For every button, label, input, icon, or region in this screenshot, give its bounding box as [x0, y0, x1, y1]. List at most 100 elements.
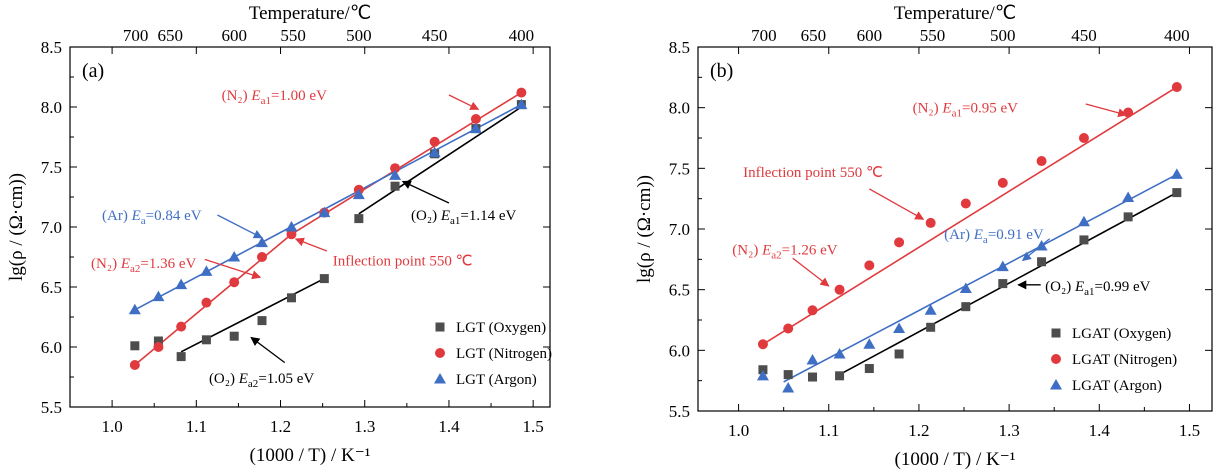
annotation-prefix: (N₂): [913, 101, 943, 117]
data-point: [515, 98, 528, 110]
top-tick-label: 500: [990, 26, 1016, 45]
annotation-arrow: [792, 257, 830, 287]
data-point: [469, 122, 482, 134]
data-point: [390, 163, 401, 174]
y-tick-label: 6.5: [669, 281, 690, 300]
annotation-arrow: [448, 94, 480, 110]
annotation-subscript: a2: [771, 250, 781, 262]
annotation-symbol: E: [973, 227, 983, 243]
annotation-subscript: a1: [952, 108, 962, 120]
data-point: [808, 372, 818, 382]
data-point: [756, 369, 769, 381]
top-tick-label: 450: [422, 26, 448, 45]
legend-marker: [1051, 328, 1061, 338]
panel-label: (a): [82, 60, 104, 82]
top-tick-label: 600: [857, 26, 883, 45]
y-tick-label: 5.5: [41, 398, 62, 417]
top-tick-label: 500: [346, 26, 372, 45]
y-tick-label: 8.5: [669, 38, 690, 57]
annotation-subscript: a1: [261, 95, 271, 107]
x-tick-label: 1.1: [818, 421, 839, 440]
legend-label: LGAT (Oxygen): [1072, 326, 1171, 342]
annotation-subscript: a1: [1084, 286, 1094, 298]
data-point: [996, 260, 1009, 272]
annotation-value: =1.36 eV: [140, 256, 196, 272]
annotation-value: =0.91 eV: [988, 227, 1044, 243]
annotation-text: (Ar) Ea=0.91 eV: [944, 227, 1044, 246]
fit-line: [134, 103, 522, 311]
annotation-prefix: (Ar): [102, 208, 132, 224]
annotation-value: Inflection point 550 ℃: [333, 254, 473, 270]
data-point: [354, 214, 364, 224]
data-point: [128, 303, 141, 315]
annotation-symbol: E: [238, 371, 248, 387]
annotation-symbol: E: [120, 256, 130, 272]
data-point: [960, 198, 971, 209]
y-axis-title: lg(ρ / (Ω·cm)): [6, 173, 27, 281]
data-point: [834, 284, 845, 295]
data-point: [893, 322, 906, 333]
annotation-arrow: [204, 258, 262, 280]
x-tick-label: 1.3: [354, 417, 375, 436]
annotation-symbol: E: [440, 208, 450, 224]
data-point: [257, 252, 267, 262]
legend-marker: [435, 322, 445, 332]
annotation-subscript: a2: [248, 378, 258, 390]
annotation-prefix: (O₂): [411, 208, 441, 224]
annotation-text: (N₂) Ea1=1.00 eV: [222, 88, 327, 107]
y-tick-label: 7.0: [669, 220, 690, 239]
annotation-value: Inflection point 550 ℃: [743, 165, 883, 181]
y-tick-label: 8.5: [41, 38, 62, 57]
data-point: [1036, 156, 1047, 167]
legend: LGT (Oxygen) LGT (Nitrogen) LGT (Argon): [434, 320, 552, 388]
annotation-value: =1.14 eV: [460, 208, 516, 224]
chart-panel-b: 1.0 1.1 1.2 1.3 1.4 1.5 5.5 6.0 6.5 7.0 7.5 8.0 8.5 7…: [634, 3, 1213, 470]
annotation-text: (O₂) Ea2=1.05 eV: [209, 371, 314, 390]
data-point: [318, 206, 331, 218]
top-axis-title: Temperature/℃: [894, 3, 1016, 24]
data-point: [1123, 107, 1134, 118]
annotation-arrow: [869, 188, 925, 220]
series-triangle: [128, 98, 528, 315]
data-point: [153, 342, 164, 352]
top-tick-label: 400: [1164, 26, 1190, 45]
annotation-text: (Ar) Ea=0.84 eV: [102, 208, 202, 227]
y-tick-label: 5.5: [669, 402, 690, 421]
data-point: [153, 336, 163, 346]
annotation-prefix: (N₂): [732, 243, 762, 259]
y-tick-label: 7.5: [41, 158, 62, 177]
data-point: [428, 146, 441, 158]
y-tick-label: 8.0: [41, 98, 62, 117]
fit-line: [358, 106, 522, 215]
annotation-value: =0.95 eV: [962, 101, 1018, 117]
data-point: [998, 279, 1008, 289]
x-tick-label: 1.0: [728, 421, 749, 440]
series-triangle: [756, 168, 1183, 393]
annotation-text: (O₂) Ea1=1.14 eV: [411, 208, 516, 227]
annotation-value: =1.26 eV: [782, 243, 838, 259]
data-point: [470, 114, 481, 124]
legend-marker: [435, 348, 445, 358]
data-point: [1123, 212, 1133, 222]
annotation-text: Inflection point 550 ℃: [743, 165, 883, 181]
fit-line: [291, 91, 522, 235]
data-point: [783, 323, 794, 334]
top-tick-label: 550: [920, 26, 946, 45]
data-point: [757, 339, 768, 350]
data-point: [1078, 133, 1089, 143]
data-point: [228, 251, 241, 262]
data-point: [176, 352, 186, 362]
data-point: [152, 290, 165, 302]
legend-label: LGT (Oxygen): [456, 320, 546, 336]
x-axis-title: (1000 / T) / K⁻¹: [250, 445, 371, 466]
y-tick-label: 6.0: [669, 341, 690, 360]
data-point: [807, 305, 818, 316]
data-point: [806, 354, 819, 365]
data-point: [390, 181, 400, 191]
data-point: [758, 365, 768, 375]
annotation-symbol: E: [250, 88, 260, 104]
data-point: [201, 297, 212, 308]
legend-marker: [1050, 379, 1062, 390]
data-point: [835, 371, 845, 381]
annotation-value: =0.99 eV: [1095, 279, 1151, 295]
